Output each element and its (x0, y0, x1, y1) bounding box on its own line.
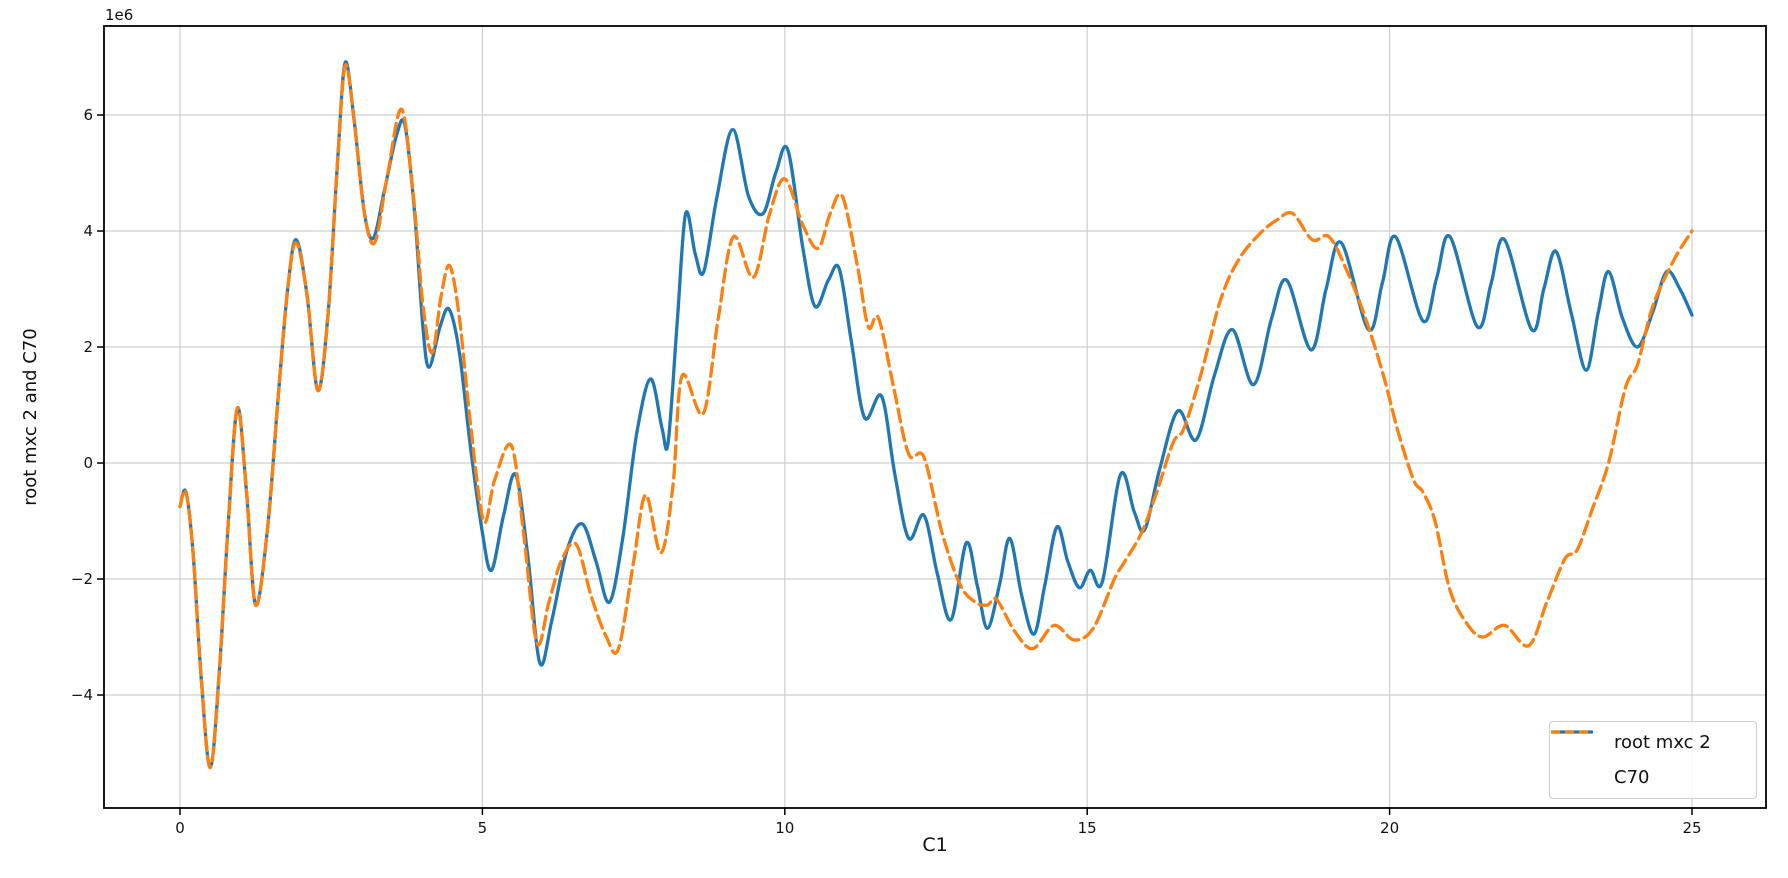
y-tick-label: 2 (83, 338, 93, 356)
legend-label-root-mxc-2: root mxc 2 (1614, 731, 1711, 753)
legend-item-c70: C70 (1551, 730, 1748, 795)
legend-label-c70: C70 (1614, 767, 1650, 789)
y-tick-label: 0 (83, 454, 93, 472)
x-tick-label: 10 (775, 819, 794, 837)
x-tick-label: 25 (1682, 819, 1701, 837)
plot-border (103, 25, 1767, 809)
series-line-c70 (178, 63, 1694, 770)
x-tick-label: 0 (175, 819, 185, 837)
series-line-root-mxc-2 (178, 60, 1694, 770)
y-tick-label: −2 (71, 570, 93, 588)
x-axis-label: C1 (922, 834, 947, 856)
x-tick-label: 5 (478, 819, 488, 837)
legend: root mxc 2 C70 (1549, 721, 1757, 799)
data-series-layer (178, 60, 1694, 770)
y-tick-label: 6 (83, 106, 93, 124)
grid-lines (104, 26, 1766, 808)
axis-ticks: 0 5 10 15 20 25 −4 −2 0 2 4 6 (71, 106, 1702, 837)
x-tick-label: 15 (1078, 819, 1097, 837)
legend-line-sample-dashed (1551, 730, 1602, 788)
y-tick-label: 4 (83, 222, 93, 240)
x-tick-label: 20 (1380, 819, 1399, 837)
y-axis-label: root mxc 2 and C70 (20, 328, 41, 506)
y-axis-offset-text: 1e6 (105, 6, 133, 24)
y-tick-label: −4 (71, 686, 93, 704)
